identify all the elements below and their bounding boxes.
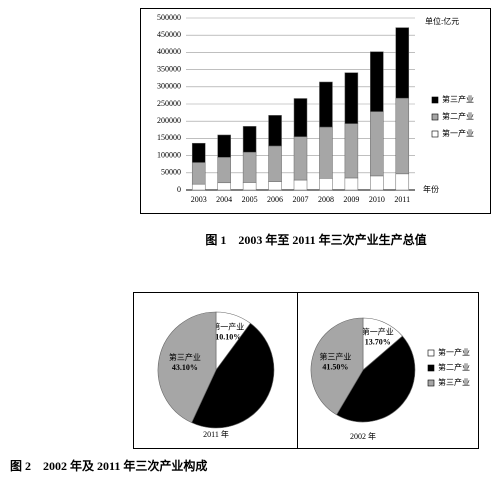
bar-segment [293,136,308,181]
bar-segment [395,173,410,191]
bar-segment [268,115,282,147]
legend-swatch [431,113,439,121]
slice-label: 第三产业 [169,352,201,362]
x-tick-label: 2011 [394,195,410,204]
pie-slice [157,311,217,424]
slice-label: 第二产业 [227,375,259,385]
bar-segment [344,177,359,191]
y-tick-label: 250000 [157,99,181,108]
slice-label: 第一产业 [212,321,244,331]
bar-segment [268,145,282,182]
pie-slice [191,322,275,429]
slice-value-label: 43.10% [172,363,198,372]
x-tick-label: 2009 [343,195,359,204]
caption: 图 2 2002 年及 2011 年三次产业构成 [10,458,207,473]
y-tick-label: 300000 [157,82,181,91]
x-tick-label: 2005 [242,195,258,204]
x-tick-label: 2003 [191,195,207,204]
bar-segment [319,126,333,179]
bar-segment [268,181,282,191]
bar-segment [293,98,308,137]
legend-label: 第一产业 [438,347,470,357]
bar-segment [293,179,308,191]
slice-value-label: 44.80% [372,388,398,397]
y-tick-label: 150000 [157,133,181,142]
bar-segment [191,142,206,163]
slice-label: 第二产业 [369,377,401,387]
y-tick-label: 0 [177,185,181,194]
y-tick-label: 450000 [157,30,181,39]
pie-slice [310,317,364,416]
pie-slice [336,335,416,423]
bar-segment [217,157,231,184]
x-tick-label: 2007 [293,195,309,204]
y-tick-label: 350000 [157,64,181,73]
legend-label: 第三产业 [442,94,474,104]
legend-swatch [431,130,439,138]
x-tick-label: 2008 [318,195,334,204]
bar-segment [191,162,206,185]
x-tick-label: 2006 [267,195,283,204]
legend-label: 第二产业 [442,111,474,121]
bar-segment [319,81,333,128]
pie-title: 2002 年 [350,431,376,441]
bar-segment [217,182,231,191]
x-tick-label: 2004 [216,195,232,204]
bar-segment [395,27,410,99]
slice-label: 第一产业 [362,327,394,337]
y-tick-label: 400000 [157,47,181,56]
bar-segment [344,123,359,179]
y-tick-label: 200000 [157,116,181,125]
bar-segment [395,97,410,175]
bar-segment [242,182,257,191]
figure-frame [133,292,479,449]
bar-segment [191,183,206,191]
bar-segment [370,111,384,177]
x-axis-label: 年份 [423,184,439,194]
pie-title: 2011 年 [203,429,229,439]
bar-segment [344,72,359,124]
bar-segment [319,178,333,191]
slice-value-label: 10.10% [215,332,241,341]
slice-value-label: 13.70% [365,338,391,347]
legend-label: 第二产业 [438,362,470,372]
bar-segment [370,175,384,191]
legend-swatch [427,364,435,372]
bar-segment [242,126,257,153]
slice-value-label: 41.50% [322,362,348,371]
legend-label: 第三产业 [438,377,470,387]
slice-label: 第三产业 [319,351,351,361]
y-tick-label: 100000 [157,150,181,159]
legend-swatch [427,379,435,387]
bar-segment [370,51,384,112]
legend-swatch [431,96,439,104]
bar-segment [242,151,257,183]
slice-value-label: 46.80% [230,386,256,395]
x-tick-label: 2010 [369,195,385,204]
y-tick-label: 50000 [161,168,181,177]
caption: 图 1 2003 年至 2011 年三次产业生产总值 [205,232,426,247]
bar-segment [217,134,231,158]
legend-swatch [427,349,435,357]
unit-label: 单位:亿元 [425,16,459,26]
legend-label: 第一产业 [442,128,474,138]
figure-frame [140,8,491,214]
y-tick-label: 500000 [157,13,181,22]
